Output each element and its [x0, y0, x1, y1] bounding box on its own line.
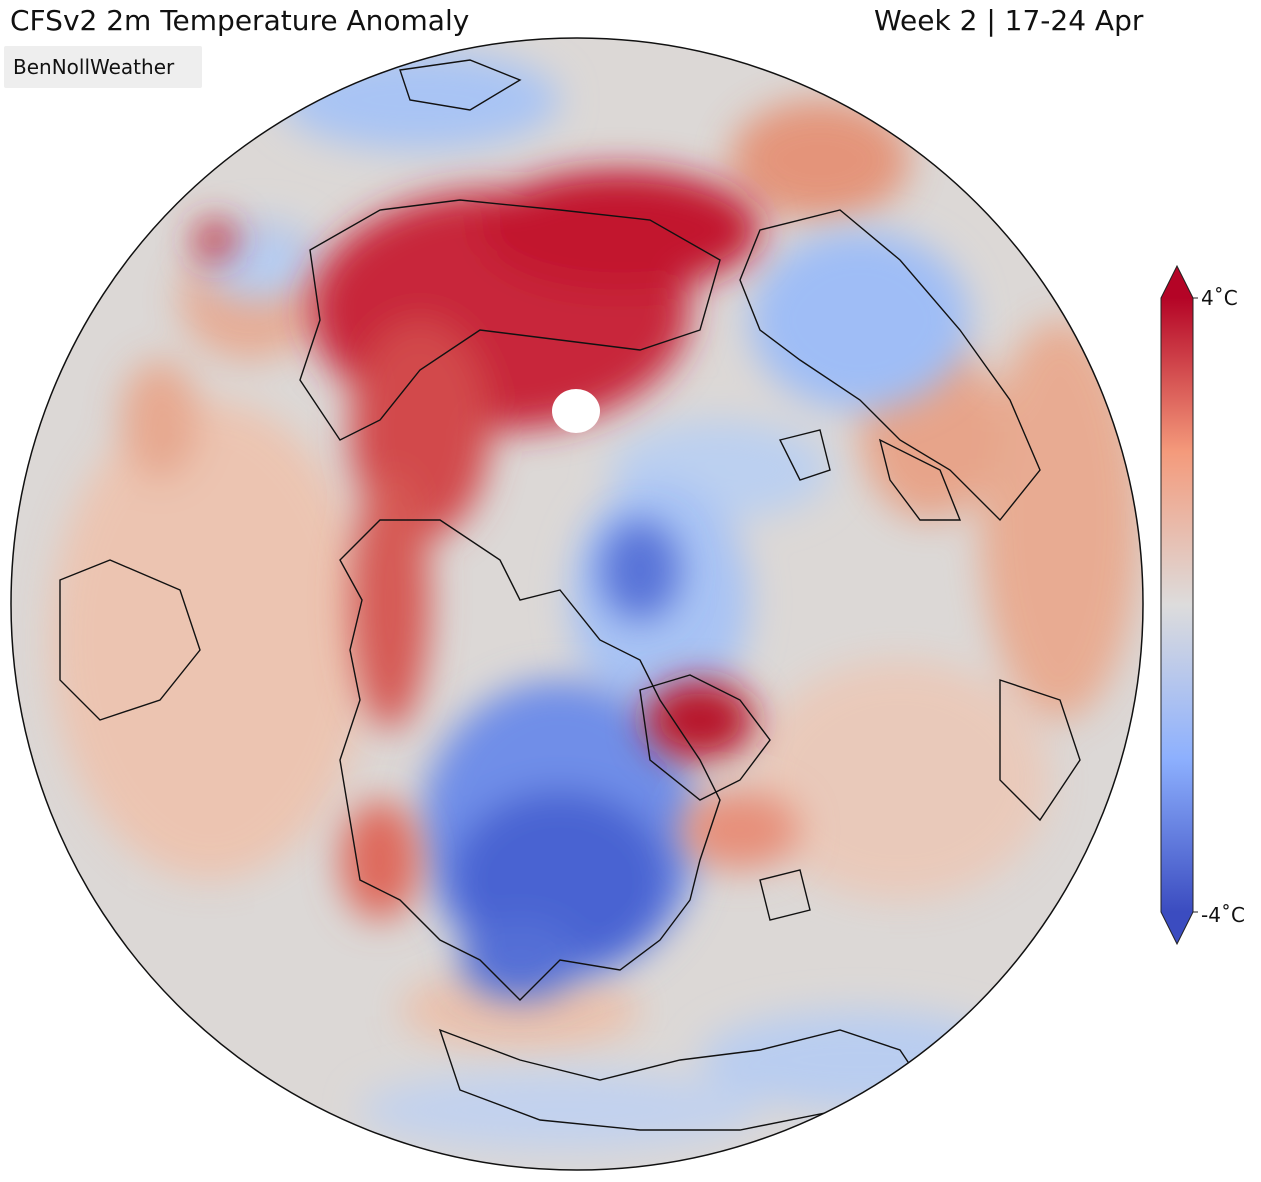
globe-outline — [10, 37, 1144, 1171]
colorbar-min-label: -4˚C — [1201, 903, 1245, 927]
colorbar-max-label: 4˚C — [1201, 286, 1238, 310]
colorbar — [1160, 264, 1198, 946]
map-title: CFSv2 2m Temperature Anomaly — [10, 4, 470, 37]
map-period: Week 2 | 17-24 Apr — [874, 4, 1144, 37]
credit-badge: BenNollWeather — [4, 46, 202, 88]
